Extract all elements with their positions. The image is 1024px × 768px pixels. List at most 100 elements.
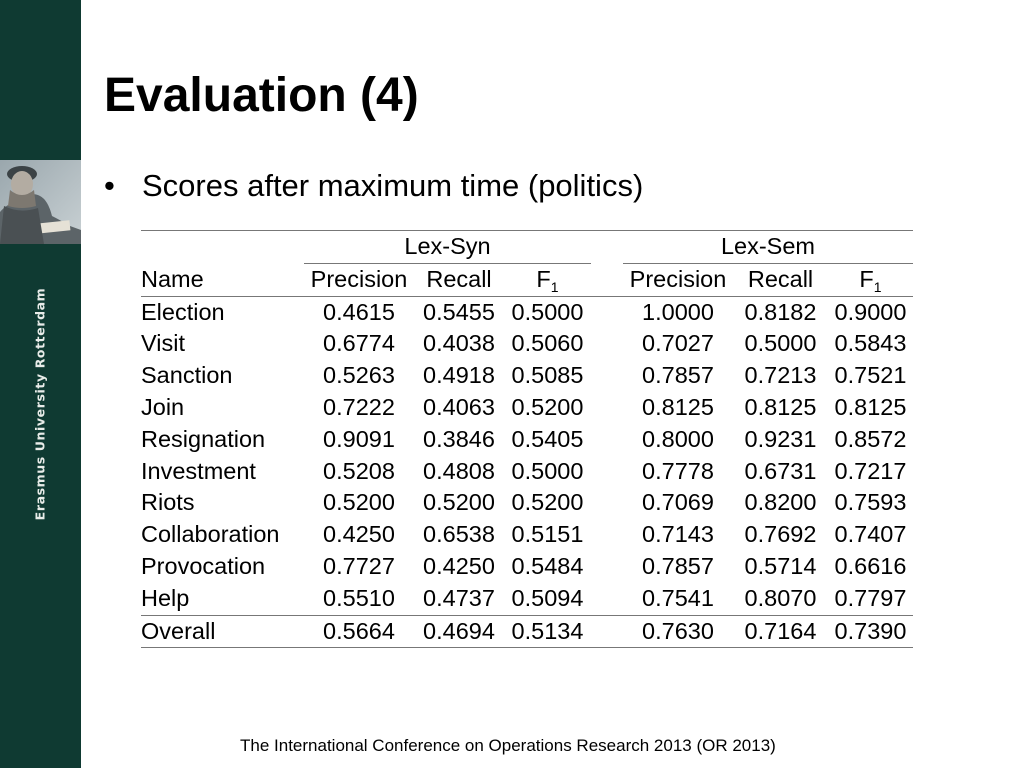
group-lex-sem: Lex-Sem <box>623 230 913 264</box>
table-row: Visit 0.6774 0.4038 0.5060 0.7027 0.5000… <box>141 328 913 360</box>
table-row: Riots 0.5200 0.5200 0.5200 0.7069 0.8200… <box>141 487 913 519</box>
erasmus-portrait-icon <box>0 160 81 244</box>
cell: 0.6538 <box>423 521 495 548</box>
cell: 0.9000 <box>834 298 907 325</box>
cell: 0.5000 <box>744 330 817 357</box>
cell: 0.5000 <box>511 457 584 484</box>
cell: 0.7164 <box>733 614 828 649</box>
metric-header-row: Name Precision Recall F1 Precision Recal… <box>141 263 913 297</box>
bullet-dot: • <box>104 168 115 203</box>
table-row: Resignation 0.9091 0.3846 0.5405 0.8000 … <box>141 424 913 456</box>
cell: 0.7857 <box>642 362 714 389</box>
table-row: Election 0.4615 0.5455 0.5000 1.0000 0.8… <box>141 296 913 328</box>
row-name: Sanction <box>141 362 233 389</box>
cell: 0.5134 <box>504 614 591 649</box>
cell: 0.4250 <box>423 552 495 579</box>
cell: 0.8000 <box>642 425 714 452</box>
header-recall: Recall <box>414 263 504 297</box>
cell: 0.5200 <box>511 393 584 420</box>
scores-table: Lex-Syn Lex-Sem Name Precision Recall F1… <box>141 230 913 649</box>
row-name: Help <box>141 584 190 611</box>
cell: 0.7727 <box>323 552 395 579</box>
cell: 0.4615 <box>323 298 395 325</box>
header-recall: Recall <box>733 263 828 297</box>
group-lex-syn: Lex-Syn <box>304 230 591 264</box>
cell: 0.9091 <box>323 425 395 452</box>
cell: 0.5200 <box>511 489 584 516</box>
row-name: Riots <box>141 489 195 516</box>
cell: 0.5455 <box>423 298 495 325</box>
cell: 0.5664 <box>304 614 414 649</box>
cell: 1.0000 <box>642 298 714 325</box>
cell: 0.5200 <box>423 489 495 516</box>
cell: 0.7692 <box>744 521 817 548</box>
row-name: Investment <box>141 457 256 484</box>
cell: 0.7069 <box>642 489 714 516</box>
cell: 0.7217 <box>834 457 907 484</box>
footer-text: The International Conference on Operatio… <box>240 736 776 755</box>
institution-wordmark: Erasmus University Rotterdam <box>32 287 48 521</box>
cell: 0.5263 <box>323 362 395 389</box>
cell: 0.8125 <box>834 393 907 420</box>
sidebar: Erasmus University Rotterdam <box>0 0 81 768</box>
row-name: Visit <box>141 330 185 357</box>
cell: 0.7778 <box>642 457 714 484</box>
cell: 0.4808 <box>423 457 495 484</box>
overall-row: Overall 0.5664 0.4694 0.5134 0.7630 0.71… <box>141 614 913 649</box>
cell: 0.5085 <box>511 362 584 389</box>
row-name: Join <box>141 393 185 420</box>
table-row: Collaboration 0.4250 0.6538 0.5151 0.714… <box>141 519 913 551</box>
cell: 0.6731 <box>744 457 817 484</box>
table-row: Sanction 0.5263 0.4918 0.5085 0.7857 0.7… <box>141 360 913 392</box>
row-name: Overall <box>141 614 304 649</box>
table-row: Join 0.7222 0.4063 0.5200 0.8125 0.8125 … <box>141 392 913 424</box>
cell: 0.4063 <box>423 393 495 420</box>
cell: 0.7143 <box>642 521 714 548</box>
cell: 0.5208 <box>323 457 395 484</box>
row-name: Resignation <box>141 425 266 452</box>
cell: 0.4250 <box>323 521 395 548</box>
cell: 0.7390 <box>828 614 913 649</box>
table-row: Investment 0.5208 0.4808 0.5000 0.7778 0… <box>141 456 913 488</box>
cell: 0.7027 <box>642 330 714 357</box>
page-title: Evaluation (4) <box>104 69 419 122</box>
header-precision: Precision <box>304 263 414 297</box>
header-f1: F1 <box>828 263 913 297</box>
cell: 0.4038 <box>423 330 495 357</box>
header-name: Name <box>141 263 304 297</box>
table-row: Provocation 0.7727 0.4250 0.5484 0.7857 … <box>141 551 913 583</box>
cell: 0.8125 <box>744 393 817 420</box>
cell: 0.7797 <box>834 584 907 611</box>
cell: 0.6616 <box>834 552 907 579</box>
cell: 0.6774 <box>323 330 395 357</box>
bullet-text: Scores after maximum time (politics) <box>142 168 644 203</box>
bullet-point: • Scores after maximum time (politics) <box>104 168 643 204</box>
cell: 0.5484 <box>511 552 584 579</box>
row-name: Election <box>141 298 225 325</box>
cell: 0.5094 <box>511 584 584 611</box>
row-name: Provocation <box>141 552 266 579</box>
header-f1: F1 <box>504 263 591 297</box>
group-header-row: Lex-Syn Lex-Sem <box>141 230 913 264</box>
cell: 0.4737 <box>423 584 495 611</box>
cell: 0.5843 <box>834 330 907 357</box>
cell: 0.3846 <box>423 425 495 452</box>
cell: 0.5060 <box>511 330 584 357</box>
cell: 0.5200 <box>323 489 395 516</box>
cell: 0.7407 <box>834 521 907 548</box>
cell: 0.7541 <box>642 584 714 611</box>
cell: 0.7857 <box>642 552 714 579</box>
header-precision: Precision <box>623 263 733 297</box>
cell: 0.8070 <box>744 584 817 611</box>
row-name: Collaboration <box>141 521 280 548</box>
cell: 0.8200 <box>744 489 817 516</box>
cell: 0.5151 <box>511 521 584 548</box>
cell: 0.7593 <box>834 489 907 516</box>
cell: 0.4694 <box>414 614 504 649</box>
cell: 0.5000 <box>511 298 584 325</box>
cell: 0.7222 <box>323 393 395 420</box>
cell: 0.7213 <box>744 362 817 389</box>
cell: 0.8125 <box>642 393 714 420</box>
cell: 0.4918 <box>423 362 495 389</box>
cell: 0.5405 <box>511 425 584 452</box>
